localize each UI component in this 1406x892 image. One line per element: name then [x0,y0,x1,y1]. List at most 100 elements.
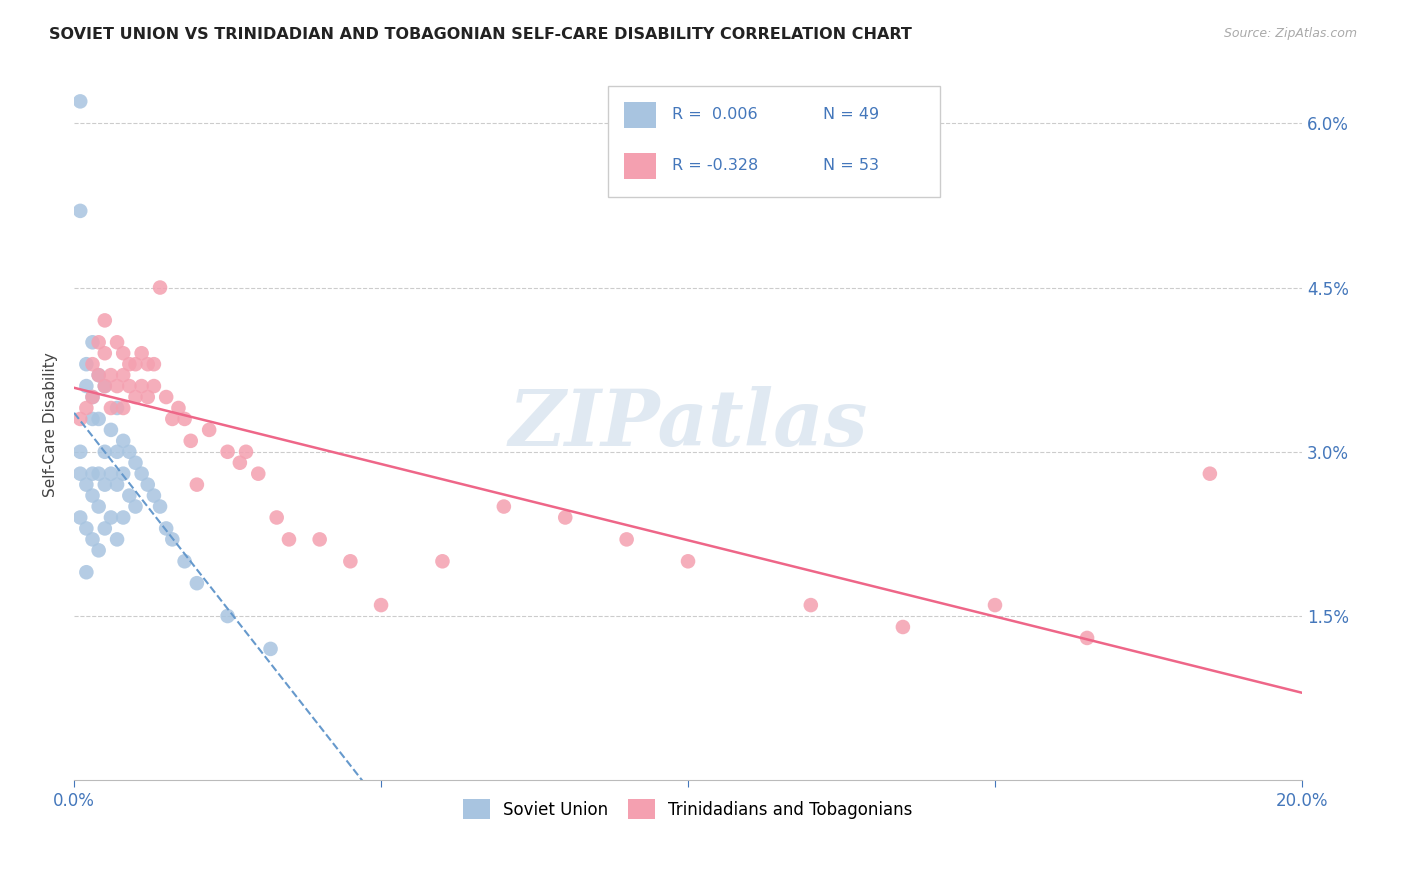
Point [69,203,91,218]
Point [124,390,146,404]
Point [339,554,361,568]
Point [136,357,159,371]
Point [247,467,270,481]
Point [1076,631,1098,645]
Point [82,412,104,426]
Y-axis label: Self-Care Disability: Self-Care Disability [44,352,58,497]
Point [186,477,208,491]
Point [112,434,135,448]
Point [87,467,110,481]
Point [94,521,117,535]
Point [105,477,128,491]
Point [149,500,172,514]
Point [186,576,208,591]
Point [162,533,184,547]
Point [87,335,110,350]
Point [118,444,141,458]
Point [136,390,159,404]
Point [167,401,190,415]
Point [131,379,153,393]
Point [278,533,301,547]
Text: R =  0.006: R = 0.006 [672,106,758,121]
Point [370,598,392,612]
Point [235,444,257,458]
Point [554,510,576,524]
Point [112,346,135,360]
Text: R = -0.328: R = -0.328 [672,158,758,173]
Point [1199,467,1222,481]
FancyBboxPatch shape [609,87,939,196]
Point [105,444,128,458]
Point [492,500,515,514]
Point [94,444,117,458]
Point [112,368,135,383]
Point [105,533,128,547]
Point [69,444,91,458]
Point [136,477,159,491]
Point [142,489,165,503]
Point [217,609,239,624]
Point [217,444,239,458]
Text: ZIPatlas: ZIPatlas [509,386,868,463]
Text: Source: ZipAtlas.com: Source: ZipAtlas.com [1223,27,1357,40]
FancyBboxPatch shape [624,153,657,178]
Point [891,620,914,634]
Point [131,346,153,360]
Point [105,401,128,415]
Point [87,412,110,426]
Point [173,412,195,426]
Point [118,489,141,503]
Text: N = 53: N = 53 [823,158,879,173]
Point [75,566,97,580]
Point [69,412,91,426]
Text: SOVIET UNION VS TRINIDADIAN AND TOBAGONIAN SELF-CARE DISABILITY CORRELATION CHAR: SOVIET UNION VS TRINIDADIAN AND TOBAGONI… [49,27,912,42]
Point [432,554,454,568]
Point [105,335,128,350]
Point [112,467,135,481]
Point [676,554,699,568]
Point [82,489,104,503]
Point [94,379,117,393]
Point [75,521,97,535]
Point [266,510,288,524]
Point [94,346,117,360]
Point [100,368,122,383]
Point [118,379,141,393]
Point [87,543,110,558]
Point [112,510,135,524]
Point [259,641,281,656]
Point [155,390,177,404]
Point [124,500,146,514]
Point [75,477,97,491]
Point [142,357,165,371]
Point [984,598,1007,612]
Point [800,598,823,612]
Point [75,379,97,393]
Point [142,379,165,393]
Point [124,357,146,371]
Point [124,456,146,470]
Point [69,467,91,481]
Point [112,401,135,415]
Point [616,533,638,547]
Point [69,95,91,109]
Point [229,456,252,470]
Point [149,280,172,294]
Point [173,554,195,568]
Point [82,390,104,404]
Point [100,467,122,481]
Point [82,357,104,371]
Point [82,390,104,404]
Point [162,412,184,426]
Point [82,533,104,547]
Point [87,368,110,383]
Point [155,521,177,535]
Point [308,533,330,547]
Point [82,467,104,481]
Point [75,401,97,415]
Text: N = 49: N = 49 [823,106,879,121]
Point [180,434,202,448]
Point [69,510,91,524]
Point [118,357,141,371]
Point [131,467,153,481]
